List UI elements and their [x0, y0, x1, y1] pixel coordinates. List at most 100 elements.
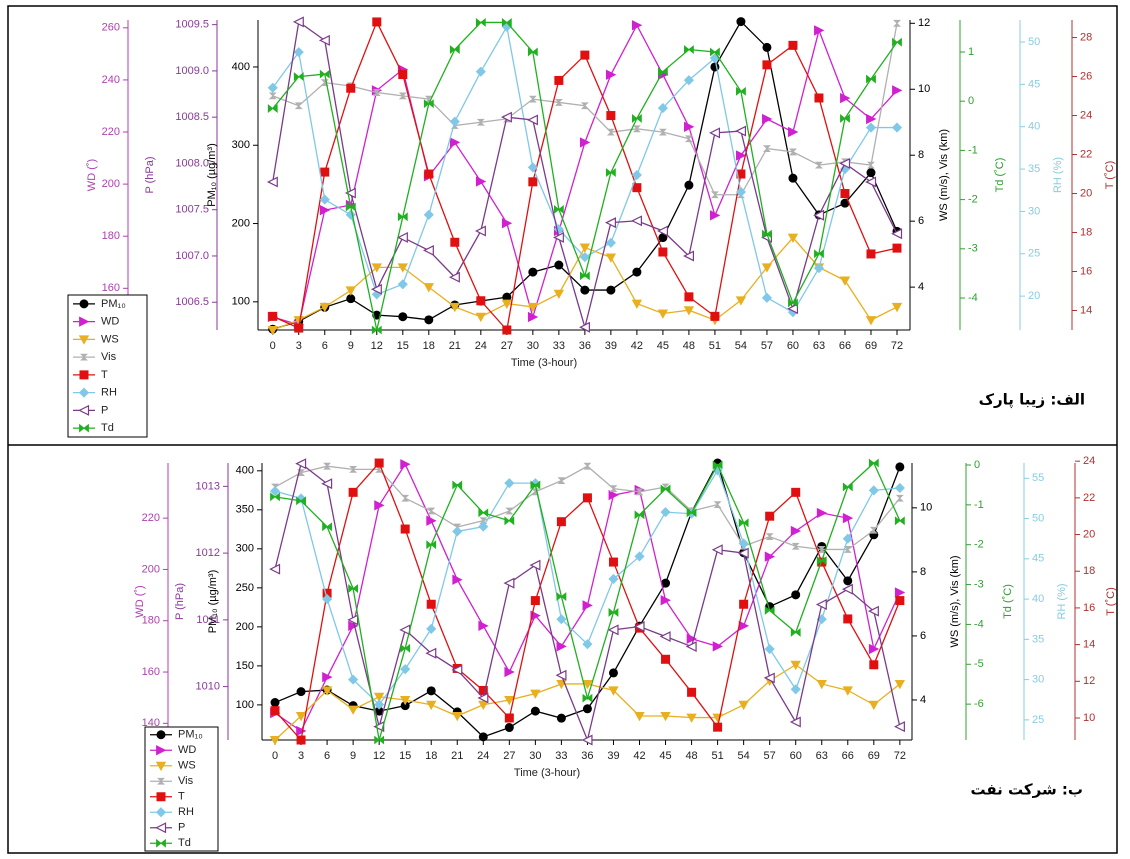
- marker: [605, 69, 617, 80]
- marker: [556, 641, 567, 652]
- marker: [657, 225, 668, 237]
- x-tick-label: 3: [298, 750, 304, 762]
- marker: [608, 573, 619, 585]
- marker: [397, 279, 408, 290]
- marker: [632, 267, 642, 277]
- marker: [840, 113, 850, 123]
- marker: [426, 540, 437, 550]
- y-tick-label: 220: [102, 126, 120, 138]
- marker: [580, 102, 589, 110]
- legend-label: WS: [101, 333, 119, 345]
- marker: [868, 458, 879, 468]
- marker: [894, 482, 905, 494]
- marker: [634, 711, 645, 722]
- marker: [321, 686, 333, 696]
- marker: [633, 621, 645, 633]
- marker: [736, 86, 746, 96]
- marker: [78, 387, 90, 398]
- marker: [713, 722, 723, 732]
- x-tick-label: 39: [605, 340, 617, 352]
- y-tick-label: -3: [974, 578, 984, 590]
- x-tick-label: 45: [659, 750, 671, 762]
- marker: [79, 316, 90, 327]
- x-tick-label: 54: [738, 750, 750, 762]
- marker: [371, 325, 382, 335]
- marker: [397, 212, 408, 222]
- marker: [400, 695, 411, 706]
- marker: [269, 736, 281, 746]
- marker: [683, 250, 695, 262]
- marker: [374, 500, 385, 511]
- marker: [477, 692, 489, 704]
- marker: [607, 624, 619, 636]
- marker: [657, 103, 668, 114]
- marker: [399, 624, 411, 636]
- marker: [374, 699, 385, 710]
- marker: [816, 507, 828, 519]
- marker: [474, 225, 486, 237]
- y-tick-label: 4: [918, 281, 924, 293]
- marker: [894, 587, 906, 598]
- y-tick-label: 1009.0: [175, 65, 209, 77]
- marker: [452, 574, 463, 585]
- x-tick-label: 15: [397, 340, 409, 352]
- marker: [501, 218, 513, 229]
- marker: [608, 686, 619, 696]
- marker: [400, 664, 411, 675]
- y-tick-label: 200: [142, 563, 160, 575]
- y-tick-label: 220: [142, 512, 160, 524]
- marker: [322, 522, 332, 532]
- marker: [504, 695, 515, 706]
- marker: [267, 325, 278, 336]
- marker: [839, 157, 851, 169]
- x-tick-label: 15: [399, 750, 411, 762]
- marker: [294, 102, 303, 110]
- y-tick-label: -2: [974, 539, 984, 551]
- marker: [684, 180, 694, 190]
- y-tick-label: 1007.0: [175, 250, 209, 262]
- marker: [556, 614, 567, 625]
- y-tick-label: 180: [142, 615, 160, 627]
- marker: [426, 599, 436, 609]
- marker: [710, 62, 720, 72]
- y-tick-label: 40: [1032, 593, 1044, 605]
- y-tick-label: 24: [1080, 109, 1092, 121]
- y-tick-label: 18: [1083, 565, 1095, 577]
- legend-label: T: [101, 369, 108, 381]
- x-tick-label: 72: [891, 340, 903, 352]
- marker: [530, 480, 541, 490]
- marker: [347, 705, 359, 715]
- marker: [156, 745, 167, 756]
- marker: [840, 189, 850, 199]
- marker: [582, 679, 593, 690]
- x-axis-title: Time (3-hour): [511, 357, 577, 369]
- marker: [816, 556, 827, 566]
- marker: [528, 177, 538, 187]
- marker: [296, 496, 306, 506]
- marker: [292, 16, 304, 28]
- marker: [319, 69, 330, 79]
- x-tick-label: 18: [423, 340, 435, 352]
- y-tick-label: -1: [968, 144, 978, 156]
- marker: [843, 546, 852, 553]
- x-tick-label: 51: [709, 340, 721, 352]
- y-tick-label: 140: [142, 717, 160, 729]
- legend-label: WD: [101, 316, 119, 328]
- marker: [371, 263, 382, 273]
- marker: [504, 713, 514, 723]
- marker: [738, 518, 749, 528]
- marker: [605, 168, 616, 177]
- y-tick-label: 30: [1032, 674, 1044, 686]
- marker: [892, 243, 902, 253]
- marker: [296, 725, 307, 737]
- marker: [582, 600, 593, 611]
- y-tick-label: 28: [1080, 31, 1092, 43]
- marker: [608, 557, 618, 567]
- x-tick-label: 24: [475, 340, 487, 352]
- x-axis-title: Time (3-hour): [514, 767, 580, 779]
- marker: [400, 643, 411, 653]
- marker: [631, 215, 642, 227]
- marker: [156, 730, 166, 740]
- marker: [401, 494, 410, 502]
- series-line: [274, 462, 901, 732]
